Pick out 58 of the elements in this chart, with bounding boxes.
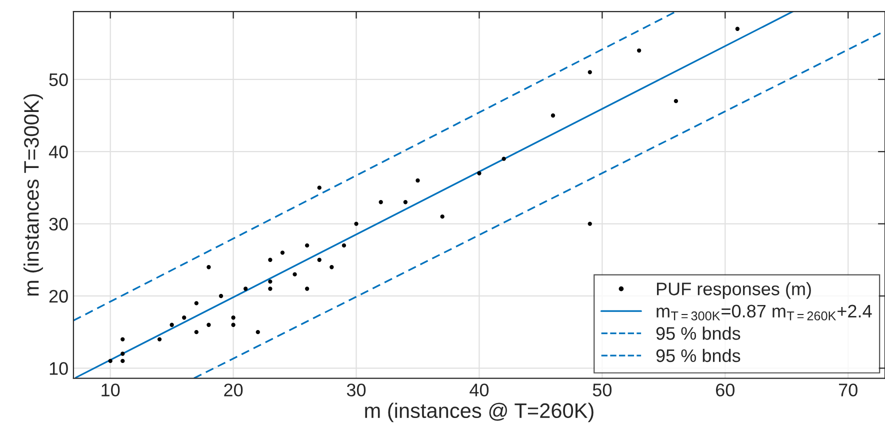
point: [231, 322, 236, 327]
point: [440, 214, 444, 219]
point: [636, 48, 642, 53]
point: [256, 330, 260, 334]
point: [206, 265, 211, 270]
point: [292, 272, 297, 276]
x-axis-title: m (instances @ T=260K): [365, 402, 594, 422]
point: [735, 26, 740, 31]
point: [378, 200, 383, 204]
point: [268, 258, 272, 262]
point: [502, 156, 506, 161]
y-axis-title: m (instances T=300K): [24, 94, 43, 296]
x-tick-label: 60: [716, 384, 734, 396]
point: [157, 337, 162, 342]
point: [305, 243, 310, 248]
point: [120, 352, 125, 356]
point: [305, 286, 310, 291]
point: [182, 316, 186, 320]
point: [231, 316, 236, 320]
y-tick-label: 10: [50, 362, 68, 375]
x-tick-label: 50: [592, 384, 612, 396]
point: [550, 113, 556, 118]
point: [403, 200, 408, 204]
x-tick-label: 30: [346, 384, 366, 396]
legend-label: PUF responses (m): [656, 282, 811, 299]
point: [218, 294, 224, 298]
point: [588, 222, 592, 226]
point: [244, 286, 248, 291]
point: [674, 98, 678, 104]
point: [120, 358, 125, 364]
point: [268, 279, 272, 284]
point: [170, 322, 174, 327]
point: [120, 337, 125, 342]
point: [416, 178, 420, 183]
x-tick-label: 10: [102, 384, 120, 396]
point: [330, 265, 334, 270]
point: [342, 243, 346, 248]
point: [194, 301, 198, 306]
point: [477, 171, 482, 176]
x-tick-label: 20: [224, 384, 243, 396]
legend-label: 95 % bnds: [656, 326, 740, 340]
y-tick-label: 50: [49, 73, 68, 86]
x-tick-label: 40: [470, 384, 489, 396]
point: [280, 250, 285, 255]
point: [268, 286, 272, 291]
point: [206, 322, 211, 327]
point: [317, 258, 322, 262]
point: [317, 186, 322, 190]
legend-label: 95 % bnds: [656, 348, 740, 362]
point: [354, 222, 358, 226]
point: [194, 330, 198, 334]
y-tick-label: 20: [49, 290, 68, 303]
y-tick-label: 40: [48, 146, 68, 158]
legend-label: m$_{T=300K}$=0.87 m$_{T=260K}$+2.4: [656, 304, 872, 320]
x-tick-label: 70: [838, 384, 858, 396]
y-tick-label: 30: [49, 218, 68, 231]
point: [108, 358, 112, 364]
point: [588, 70, 592, 74]
